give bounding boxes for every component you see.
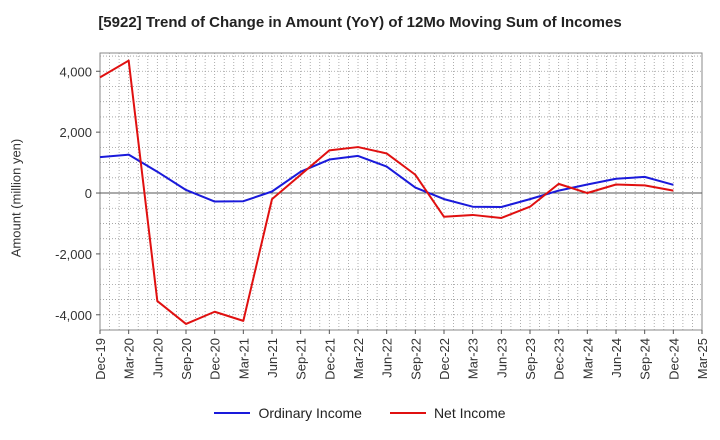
legend: Ordinary Income Net Income	[0, 405, 720, 421]
x-tick-label: Mar-23	[466, 338, 481, 379]
x-tick-label: Jun-22	[380, 338, 395, 378]
x-tick-label: Mar-21	[236, 338, 251, 379]
x-tick-label: Mar-24	[580, 338, 595, 379]
x-tick-label: Sep-23	[523, 338, 538, 380]
x-tick-label: Dec-22	[437, 338, 452, 380]
legend-item-net-income: Net Income	[389, 405, 506, 421]
y-tick-label: -4,000	[55, 308, 92, 323]
series-line-net-income	[99, 59, 674, 325]
x-tick-label: Dec-19	[93, 338, 108, 380]
y-tick-label: -2,000	[55, 247, 92, 262]
x-tick-label: Jun-23	[494, 338, 509, 378]
y-tick-label: 4,000	[59, 64, 92, 79]
x-tick-label: Jun-24	[609, 338, 624, 378]
legend-label-net-income: Net Income	[433, 405, 506, 421]
x-tick-label: Sep-21	[294, 338, 309, 380]
x-tick-label: Sep-24	[638, 338, 653, 380]
x-tick-label: Mar-22	[351, 338, 366, 379]
legend-swatch-net-income	[389, 412, 426, 414]
x-tick-label: Jun-21	[265, 338, 280, 378]
x-tick-label: Mar-20	[122, 338, 137, 379]
x-tick-label: Dec-24	[666, 338, 681, 380]
legend-label-ordinary-income: Ordinary Income	[258, 405, 362, 421]
y-tick-label: 2,000	[59, 125, 92, 140]
x-tick-label: Sep-20	[179, 338, 194, 380]
series-line-ordinary-income	[99, 153, 674, 209]
legend-item-ordinary-income: Ordinary Income	[214, 405, 362, 421]
x-tick-label: Dec-23	[552, 338, 567, 380]
y-tick-label: 0	[85, 186, 92, 201]
x-tick-label: Jun-20	[150, 338, 165, 378]
x-tick-label: Dec-21	[322, 338, 337, 380]
x-tick-label: Dec-20	[208, 338, 223, 380]
x-tick-label: Sep-22	[408, 338, 423, 380]
plot-area	[99, 52, 703, 331]
x-tick-label: Mar-25	[695, 338, 710, 379]
legend-swatch-ordinary-income	[214, 412, 251, 414]
chart-title: [5922] Trend of Change in Amount (YoY) o…	[98, 14, 622, 31]
